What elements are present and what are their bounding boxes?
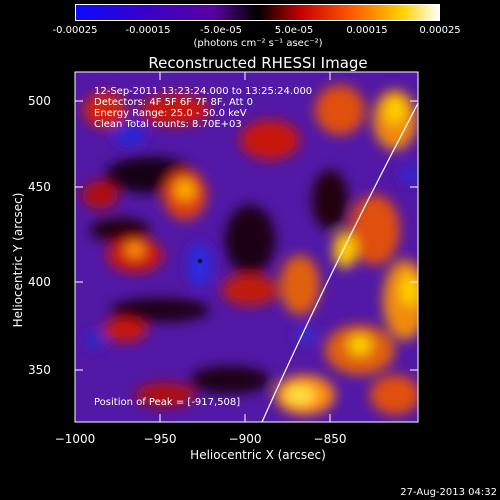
y-tick-label: 500 (28, 94, 51, 108)
y-tick-label: 400 (28, 275, 51, 289)
colorbar-unit-label: (photons cm⁻² s⁻¹ asec⁻²) (193, 38, 323, 49)
colorbar-tick-label: 0.00025 (419, 25, 461, 36)
colorbar-tick-label: 0.00015 (346, 25, 388, 36)
emission-pattern (82, 85, 418, 415)
info-detectors: Detectors: 4F 5F 6F 7F 8F, Att 0 (94, 97, 254, 108)
x-tick-label: −1000 (54, 432, 96, 446)
y-tick-label: 450 (28, 180, 51, 194)
colorbar-tick-label: -0.00025 (52, 25, 98, 36)
solar-limb-line (261, 102, 418, 422)
colorbar-tick-label: -5.0e-05 (200, 25, 242, 36)
info-clean-counts: Clean Total counts: 8.70E+03 (94, 119, 242, 130)
colorbar-tick-label: -0.00015 (125, 25, 171, 36)
plot-frame (74, 71, 419, 423)
info-energy-range: Energy Range: 25.0 - 50.0 keV (94, 108, 247, 119)
x-tick-label: −850 (313, 432, 347, 446)
x-axis-label: Heliocentric X (arcsec) (190, 448, 326, 462)
observation-info: 12-Sep-2011 13:23:24.000 to 13:25:24.000… (94, 86, 312, 130)
generation-date: 27-Aug-2013 04:32 (400, 487, 497, 498)
colorbar (75, 4, 440, 21)
x-tick-label: −950 (143, 432, 177, 446)
x-tick-label: −900 (228, 432, 262, 446)
peak-marker (198, 259, 202, 263)
peak-position-label: Position of Peak = [-917,508] (94, 397, 241, 408)
plot-title: Reconstructed RHESSI Image (148, 54, 368, 72)
colorbar-tick-label: 5.0e-05 (274, 25, 314, 36)
info-time-range: 12-Sep-2011 13:23:24.000 to 13:25:24.000 (94, 86, 313, 97)
axis-ticks (74, 72, 418, 422)
y-axis-label: Heliocentric Y (arcsec) (11, 192, 25, 328)
y-tick-label: 350 (28, 363, 51, 377)
